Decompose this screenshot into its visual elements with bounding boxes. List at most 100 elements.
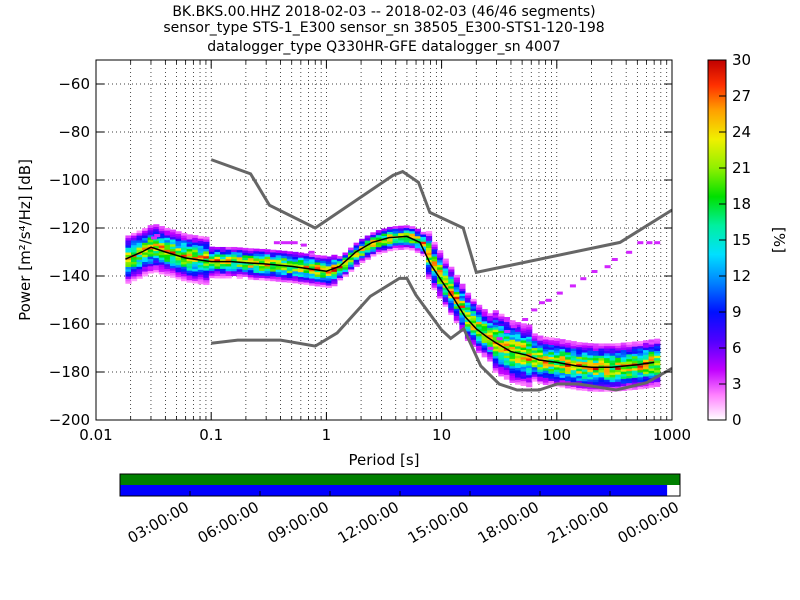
heatmap-cell: [509, 344, 516, 347]
heatmap-cell: [414, 228, 421, 232]
heatmap-cell: [192, 259, 199, 262]
heatmap-cell: [336, 275, 344, 278]
heatmap-cell: [604, 348, 611, 351]
heatmap-cell: [487, 332, 494, 336]
heatmap-cell: [520, 380, 527, 384]
heatmap-cell: [559, 358, 566, 362]
heatmap-cell: [231, 254, 238, 257]
heatmap-cell: [459, 322, 466, 325]
heatmap-cell: [320, 262, 327, 266]
heatmap-cell: [192, 271, 199, 274]
heatmap-cell: [197, 238, 204, 242]
timeline-tick-label: 18:00:00: [475, 498, 542, 547]
heatmap-cell: [175, 260, 182, 263]
heatmap-cell: [587, 359, 594, 363]
heatmap-cell: [264, 251, 271, 255]
heatmap-cell: [531, 352, 538, 356]
x-axis-ticks: 0.01 0.1 1 10 100 1000: [79, 60, 691, 444]
heatmap-cell: [158, 269, 165, 272]
heatmap-cell: [476, 335, 483, 339]
heatmap-cell: [142, 232, 149, 236]
heatmap-cell: [153, 269, 160, 273]
heatmap-cell: [598, 372, 605, 375]
heatmap-cell: [542, 339, 550, 342]
heatmap-cell: [609, 357, 616, 361]
heatmap-cell: [136, 232, 143, 236]
heatmap-cell: [225, 266, 232, 269]
heatmap-cell: [136, 266, 143, 270]
heatmap-cell: [565, 380, 572, 384]
heatmap-cell: [626, 361, 633, 364]
heatmap-cell: [231, 258, 238, 262]
heatmap-cell: [520, 359, 527, 362]
heatmap-cell: [164, 244, 171, 248]
heatmap-cell: [526, 341, 533, 345]
heatmap-cell: [503, 321, 511, 325]
heatmap-cell: [431, 261, 438, 264]
heatmap-cell: [481, 325, 488, 329]
heatmap-cell: [242, 252, 249, 256]
heatmap-cell: [531, 374, 538, 377]
heatmap-cell: [570, 372, 577, 376]
heatmap-cell: [442, 301, 449, 305]
heatmap-cell: [292, 268, 299, 272]
heatmap-cell: [437, 281, 444, 285]
heatmap-cell: [292, 263, 299, 267]
heatmap-cell: [320, 279, 327, 283]
heatmap-cell: [609, 384, 616, 387]
heatmap-cell: [587, 362, 594, 365]
heatmap-cell: [270, 276, 277, 279]
heatmap-cell: [531, 359, 538, 363]
heatmap-cell: [392, 226, 399, 229]
heatmap-cell: [231, 246, 238, 250]
heatmap-cell: [253, 258, 260, 261]
heatmap-cell: [125, 254, 132, 258]
heatmap-cell: [515, 370, 522, 373]
heatmap-cell: [526, 372, 533, 376]
heatmap-cell: [431, 263, 438, 267]
heatmap-cell: [186, 239, 193, 242]
heatmap-cell: [542, 358, 550, 362]
heatmap-cell: [431, 258, 438, 262]
heatmap-cell: [448, 290, 455, 294]
heatmap-cell: [403, 230, 410, 233]
heatmap-cell: [414, 250, 421, 254]
heatmap-cell: [509, 363, 516, 367]
title-line-2: sensor_type STS-1_E300 sensor_sn 38505_E…: [163, 20, 604, 36]
heatmap-cell: [403, 225, 410, 229]
heatmap-cell: [576, 375, 583, 379]
heatmap-cell: [431, 256, 438, 259]
heatmap-cell: [604, 372, 611, 375]
heatmap-cell: [214, 254, 221, 257]
heatmap-cell: [526, 338, 533, 342]
heatmap-cell: [531, 340, 538, 344]
heatmap-cell: [130, 240, 138, 243]
heatmap-cell: [314, 274, 321, 277]
heatmap-cell: [208, 265, 216, 269]
heatmap-cell: [197, 235, 204, 239]
heatmap-cell: [620, 373, 627, 377]
heatmap-cell: [381, 233, 388, 236]
heatmap-cell: [520, 376, 527, 379]
heatmap-cell: [526, 350, 533, 354]
heatmap-cell: [303, 255, 310, 259]
heatmap-cell: [492, 334, 499, 337]
heatmap-cell: [481, 316, 488, 319]
heatmap-cell: [220, 270, 227, 274]
heatmap-cell: [464, 297, 472, 301]
heatmap-cell: [169, 275, 177, 278]
heatmap-cell: [442, 280, 449, 283]
heatmap-cell: [464, 307, 472, 310]
heatmap-cell: [236, 252, 243, 255]
heatmap-cell: [409, 242, 416, 246]
colorbar-tick-label: 9: [732, 303, 742, 321]
heatmap-cell: [498, 364, 505, 367]
heatmap-cell: [425, 264, 433, 268]
heatmap-cell: [286, 253, 293, 257]
heatmap-cell: [526, 379, 533, 383]
heatmap-cell: [615, 371, 622, 375]
heatmap-cell: [147, 244, 154, 248]
heatmap-cell: [409, 247, 416, 251]
heatmap-cell: [476, 350, 483, 354]
